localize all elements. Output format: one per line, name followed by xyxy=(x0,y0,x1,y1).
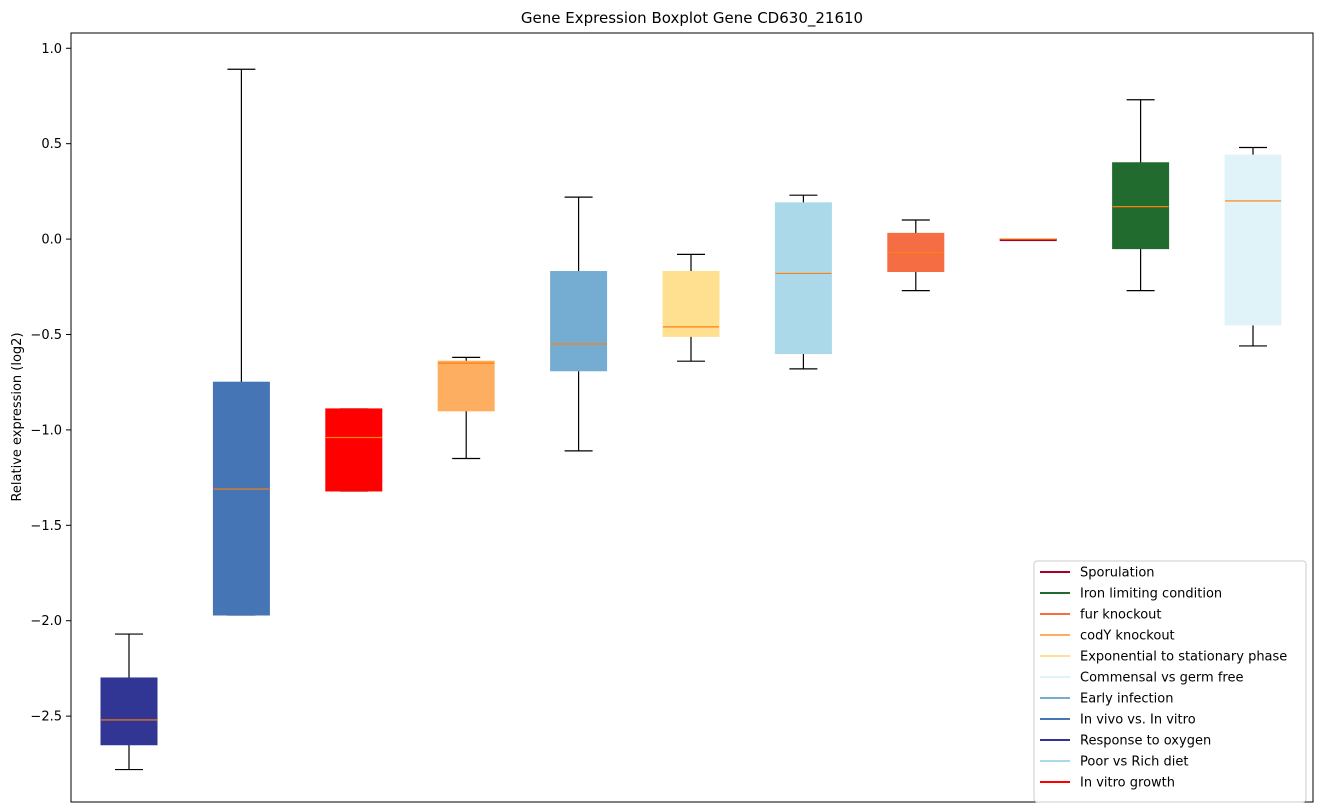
y-axis-label: Relative expression (log2) xyxy=(10,332,25,501)
chart-title: Gene Expression Boxplot Gene CD630_21610 xyxy=(521,9,863,28)
box-iqr xyxy=(437,360,495,412)
legend-label: Exponential to stationary phase xyxy=(1080,650,1287,665)
y-tick-label: −2.5 xyxy=(30,710,62,725)
plot-frame xyxy=(70,32,1314,803)
box-iqr xyxy=(100,677,158,746)
legend-label: Commensal vs germ free xyxy=(1080,671,1243,686)
box-poor-vs-rich-diet xyxy=(774,194,832,370)
box-iqr xyxy=(774,202,832,355)
legend-label: In vitro growth xyxy=(1080,776,1175,791)
box-iron-limiting-condition xyxy=(1112,99,1170,292)
boxes-layer xyxy=(100,68,1282,771)
y-tick-label: −2.0 xyxy=(30,614,62,629)
box-iqr xyxy=(550,271,608,372)
legend-label: Poor vs Rich diet xyxy=(1080,755,1188,770)
legend: Sporulation Iron limiting condition fur kn… xyxy=(1033,560,1307,803)
y-tick-label: 1.0 xyxy=(41,42,62,57)
box-commensal-vs-germ-free xyxy=(1224,146,1282,347)
box-cody-knockout xyxy=(437,356,495,460)
legend-label: fur knockout xyxy=(1080,608,1162,623)
y-tick-label: −0.5 xyxy=(30,328,62,343)
legend-label: Iron limiting condition xyxy=(1080,587,1222,602)
y-tick-label: −1.0 xyxy=(30,423,62,438)
box-iqr xyxy=(325,408,383,492)
legend-label: codY knockout xyxy=(1080,629,1175,644)
box-in-vivo-vs-in-vitro xyxy=(212,68,270,616)
legend-frame xyxy=(1033,560,1307,803)
box-fur-knockout xyxy=(887,219,945,292)
box-exponential-to-stationary-phase xyxy=(662,253,720,362)
box-sporulation xyxy=(999,238,1057,242)
y-axis: 1.0 0.5 0.0 −0.5 −1.0 −1.5 −2.0 −2.5 xyxy=(30,42,71,725)
legend-label: Early infection xyxy=(1080,692,1173,707)
legend-label: In vivo vs. In vitro xyxy=(1080,713,1196,728)
y-tick-label: −1.5 xyxy=(30,519,62,534)
y-tick-label: 0.5 xyxy=(41,137,62,152)
box-in-vitro-growth xyxy=(325,408,383,492)
box-iqr xyxy=(212,381,270,616)
legend-label: Response to oxygen xyxy=(1080,734,1211,749)
box-early-infection xyxy=(550,196,608,452)
legend-label: Sporulation xyxy=(1080,566,1155,581)
box-iqr xyxy=(662,271,720,337)
y-tick-label: 0.0 xyxy=(41,233,62,248)
box-iqr xyxy=(1224,154,1282,326)
box-iqr xyxy=(1112,162,1170,250)
box-response-to-oxygen xyxy=(100,633,158,771)
